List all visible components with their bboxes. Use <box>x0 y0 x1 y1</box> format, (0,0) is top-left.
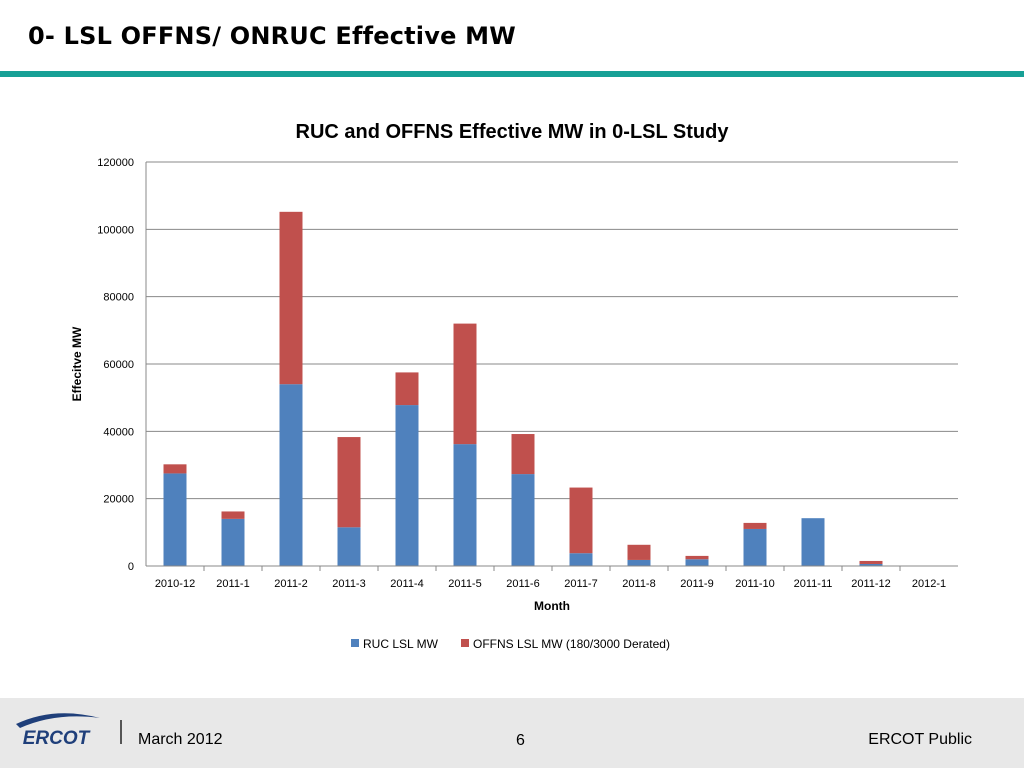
x-tick-label: 2011-12 <box>851 578 891 590</box>
x-tick-label: 2011-2 <box>274 578 307 590</box>
y-tick-label: 100000 <box>97 224 134 236</box>
y-tick-label: 80000 <box>103 292 134 304</box>
bar-ruc <box>743 528 767 566</box>
classification-label: ERCOT Public <box>868 731 972 748</box>
bar-ruc <box>395 405 419 566</box>
y-tick-labels: 0 20000 40000 60000 80000 100000 120000 <box>97 157 134 573</box>
ercot-logo: ERCOT <box>16 713 100 749</box>
bar-offns <box>859 560 883 564</box>
x-tick-label: 2012-1 <box>912 578 946 590</box>
bar-offns <box>511 434 535 475</box>
legend-swatch-offns <box>461 639 469 647</box>
x-tick-label: 2011-6 <box>506 578 539 590</box>
page-number: 6 <box>516 732 525 749</box>
bar-ruc <box>569 553 593 566</box>
x-tick-label: 2011-5 <box>448 578 481 590</box>
bar-ruc <box>511 474 535 566</box>
y-tick-label: 0 <box>128 561 134 573</box>
y-tick-label: 120000 <box>97 157 134 169</box>
bar-offns <box>221 511 245 519</box>
bar-offns <box>163 464 187 474</box>
bar-offns <box>453 323 477 445</box>
bar-ruc <box>163 473 187 566</box>
x-axis-title: Month <box>534 599 570 613</box>
gridlines <box>146 161 958 500</box>
x-tick-label: 2011-11 <box>794 578 833 590</box>
bar-ruc <box>221 518 245 566</box>
logo-text: ERCOT <box>23 728 91 749</box>
y-tick-label: 20000 <box>103 494 134 506</box>
x-tick-label: 2011-4 <box>390 578 423 590</box>
bar-ruc <box>279 384 303 566</box>
legend: RUC LSL MW OFFNS LSL MW (180/3000 Derate… <box>351 637 670 651</box>
bar-offns <box>685 555 709 560</box>
bar-offns <box>279 211 303 385</box>
bar-offns <box>337 437 361 528</box>
x-tick-label: 2011-7 <box>564 578 597 590</box>
x-tick-labels: 2010-12 2011-1 2011-2 2011-3 2011-4 2011-5 201… <box>155 566 946 590</box>
y-tick-label: 40000 <box>103 426 134 438</box>
title-divider <box>0 71 1024 77</box>
logo-swoosh <box>16 713 100 728</box>
x-tick-label: 2011-8 <box>622 578 655 590</box>
stacked-bar-chart: RUC and OFFNS Effective MW in 0-LSL Stud… <box>70 121 958 651</box>
bar-ruc <box>453 444 477 566</box>
x-tick-label: 2010-12 <box>155 578 195 590</box>
legend-swatch-ruc <box>351 639 359 647</box>
y-axis-title: Effecitve MW <box>70 326 84 401</box>
bar-offns <box>627 544 651 560</box>
x-tick-label: 2011-1 <box>216 578 249 590</box>
x-tick-label: 2011-3 <box>332 578 365 590</box>
chart-title: RUC and OFFNS Effective MW in 0-LSL Stud… <box>296 121 730 143</box>
footer-date: March 2012 <box>138 731 223 748</box>
legend-label-offns: OFFNS LSL MW (180/3000 Derated) <box>473 637 670 651</box>
slide-title: 0- LSL OFFNS/ ONRUC Effective MW <box>28 22 516 50</box>
legend-label-ruc: RUC LSL MW <box>363 637 439 651</box>
bar-offns <box>395 372 419 406</box>
x-tick-label: 2011-9 <box>680 578 713 590</box>
x-tick-label: 2011-10 <box>735 578 775 590</box>
bar-offns <box>743 522 767 529</box>
bar-ruc <box>337 527 361 566</box>
bars <box>163 211 883 566</box>
y-tick-label: 60000 <box>103 359 134 371</box>
bar-ruc <box>685 559 709 566</box>
bar-ruc <box>801 518 825 566</box>
footer-bar: ERCOT March 2012 6 ERCOT Public <box>0 698 1024 768</box>
bar-ruc <box>859 563 883 566</box>
bar-ruc <box>627 559 651 566</box>
logo-separator <box>120 720 122 744</box>
bar-offns <box>569 487 593 554</box>
